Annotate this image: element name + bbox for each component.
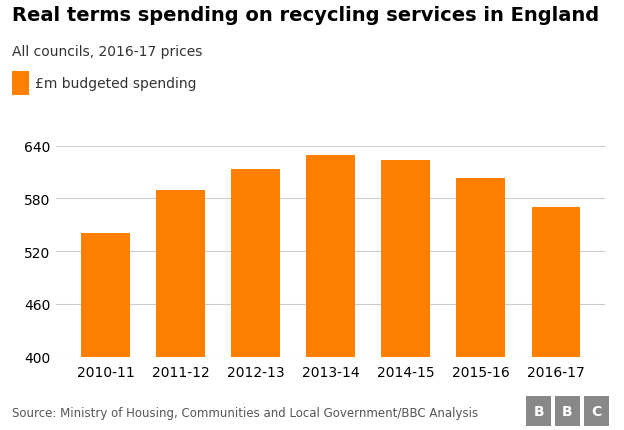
Bar xyxy=(457,179,505,430)
Text: B: B xyxy=(534,404,544,418)
Text: B: B xyxy=(562,404,573,418)
FancyBboxPatch shape xyxy=(583,396,609,426)
FancyBboxPatch shape xyxy=(12,72,29,96)
Bar xyxy=(532,208,580,430)
Bar xyxy=(306,156,355,430)
Text: All councils, 2016-17 prices: All councils, 2016-17 prices xyxy=(12,45,203,59)
Bar xyxy=(381,160,430,430)
Text: £m budgeted spending: £m budgeted spending xyxy=(35,77,197,91)
Text: Real terms spending on recycling services in England: Real terms spending on recycling service… xyxy=(12,6,600,25)
Text: Source: Ministry of Housing, Communities and Local Government/BBC Analysis: Source: Ministry of Housing, Communities… xyxy=(12,406,479,419)
Bar xyxy=(156,190,205,430)
Bar xyxy=(81,233,130,430)
Bar xyxy=(232,170,280,430)
Text: C: C xyxy=(591,404,602,418)
FancyBboxPatch shape xyxy=(526,396,551,426)
FancyBboxPatch shape xyxy=(555,396,580,426)
